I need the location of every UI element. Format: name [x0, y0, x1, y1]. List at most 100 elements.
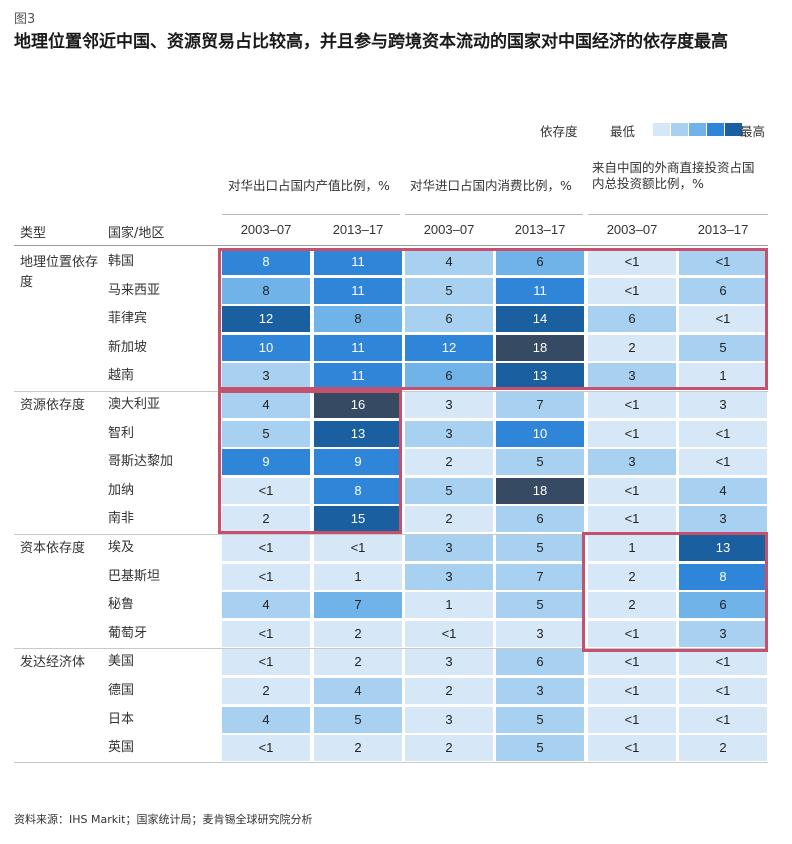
country-label: 英国	[108, 740, 135, 755]
heatmap-cell: 11	[314, 363, 402, 389]
heatmap-cell: 11	[496, 278, 584, 304]
heatmap-cell: 12	[405, 335, 493, 361]
heatmap-cell: 5	[496, 535, 584, 561]
country-label: 马来西亚	[108, 283, 161, 298]
group-header-imports: 对华进口占国内消费比例，%	[410, 178, 572, 193]
year-header: 2013–17	[697, 222, 749, 237]
country-column-header: 国家/地区	[108, 226, 165, 241]
heatmap-cell: <1	[588, 478, 676, 504]
heatmap-cell: <1	[588, 707, 676, 733]
country-label: 哥斯达黎加	[108, 454, 174, 469]
heatmap-cell: 7	[314, 592, 402, 618]
country-label: 埃及	[108, 540, 135, 555]
heatmap-cell: 13	[679, 535, 767, 561]
heatmap-cell: 3	[222, 363, 310, 389]
legend-low-label: 最低	[610, 124, 636, 139]
heatmap-cell: <1	[588, 678, 676, 704]
heatmap-cell: <1	[588, 649, 676, 675]
heatmap-cell: 2	[314, 621, 402, 647]
heatmap-cell: 5	[496, 735, 584, 761]
country-label: 加纳	[108, 483, 135, 498]
legend-label: 依存度	[540, 124, 578, 139]
country-label: 南非	[108, 511, 135, 526]
country-label: 韩国	[108, 254, 135, 269]
heatmap-cell: 1	[405, 592, 493, 618]
group-rule-exports	[222, 214, 400, 215]
heatmap-cell: 3	[679, 621, 767, 647]
country-label: 菲律宾	[108, 311, 148, 326]
heatmap-cell: 2	[405, 449, 493, 475]
type-column-header: 类型	[20, 226, 47, 241]
figure-label: 图3	[14, 12, 36, 27]
heatmap-cell: <1	[679, 306, 767, 332]
country-label: 澳大利亚	[108, 397, 161, 412]
heatmap-cell: <1	[405, 621, 493, 647]
heatmap-cell: <1	[679, 678, 767, 704]
legend: 依存度 最低 最高	[0, 121, 792, 141]
heatmap-cell: <1	[222, 535, 310, 561]
heatmap-cell: <1	[588, 421, 676, 447]
legend-swatch	[689, 123, 706, 136]
heatmap-cell: <1	[679, 707, 767, 733]
legend-swatch	[671, 123, 688, 136]
heatmap-cell: 5	[679, 335, 767, 361]
heatmap-cell: 3	[588, 363, 676, 389]
heatmap-cell: 5	[222, 421, 310, 447]
heatmap-cell: 2	[405, 678, 493, 704]
group-rule-fdi	[588, 214, 768, 215]
heatmap-cell: 12	[222, 306, 310, 332]
heatmap-cell: 9	[314, 449, 402, 475]
heatmap-cell: <1	[679, 449, 767, 475]
heatmap-cell: <1	[588, 249, 676, 275]
group-type-label: 地理位置依存度	[20, 255, 99, 290]
heatmap-cell: 2	[405, 735, 493, 761]
group-type-label: 资本依存度	[20, 541, 86, 556]
heatmap-cell: 11	[314, 278, 402, 304]
heatmap-cell: <1	[588, 392, 676, 418]
country-label: 德国	[108, 683, 135, 698]
heatmap-cell: 8	[314, 478, 402, 504]
country-label: 秘鲁	[108, 597, 135, 612]
heatmap-cell: 4	[679, 478, 767, 504]
heatmap-cell: 1	[314, 564, 402, 590]
heatmap-cell: <1	[588, 621, 676, 647]
heatmap-cell: 5	[496, 707, 584, 733]
year-header: 2003–07	[240, 222, 292, 237]
year-header: 2003–07	[606, 222, 658, 237]
heatmap-cell: 9	[222, 449, 310, 475]
country-label: 新加坡	[108, 340, 148, 355]
heatmap-cell: <1	[222, 621, 310, 647]
heatmap-cell: 18	[496, 335, 584, 361]
heatmap-cell: 3	[405, 392, 493, 418]
legend-swatch	[653, 123, 670, 136]
heatmap-cell: <1	[588, 735, 676, 761]
heatmap-cell: <1	[222, 478, 310, 504]
heatmap-cell: 2	[222, 506, 310, 532]
heatmap-cell: 1	[679, 363, 767, 389]
source-note: 资料来源：IHS Markit；国家统计局；麦肯锡全球研究院分析	[14, 813, 313, 826]
legend-swatch	[707, 123, 724, 136]
heatmap-cell: 8	[679, 564, 767, 590]
heatmap-cell: 5	[314, 707, 402, 733]
chart-title: 地理位置邻近中国、资源贸易占比较高，并且参与跨境资本流动的国家对中国经济的依存度…	[14, 32, 728, 52]
heatmap-cell: 13	[496, 363, 584, 389]
heatmap-cell: 3	[405, 649, 493, 675]
country-label: 葡萄牙	[108, 626, 148, 641]
heatmap-cell: 2	[222, 678, 310, 704]
heatmap-cell: 2	[314, 649, 402, 675]
heatmap-cell: 11	[314, 335, 402, 361]
heatmap-cell: <1	[222, 564, 310, 590]
heatmap-cell: <1	[679, 249, 767, 275]
heatmap-cell: 8	[222, 249, 310, 275]
heatmap-cell: 3	[496, 678, 584, 704]
heatmap-cell: 3	[588, 449, 676, 475]
heatmap-cell: 5	[496, 592, 584, 618]
heatmap-cell: 4	[222, 592, 310, 618]
heatmap-cell: <1	[222, 649, 310, 675]
heatmap-cell: 2	[588, 335, 676, 361]
heatmap-cell: 6	[496, 249, 584, 275]
heatmap-cell: 3	[405, 421, 493, 447]
heatmap-cell: <1	[222, 735, 310, 761]
heatmap-cell: <1	[588, 278, 676, 304]
year-header: 2013–17	[332, 222, 384, 237]
